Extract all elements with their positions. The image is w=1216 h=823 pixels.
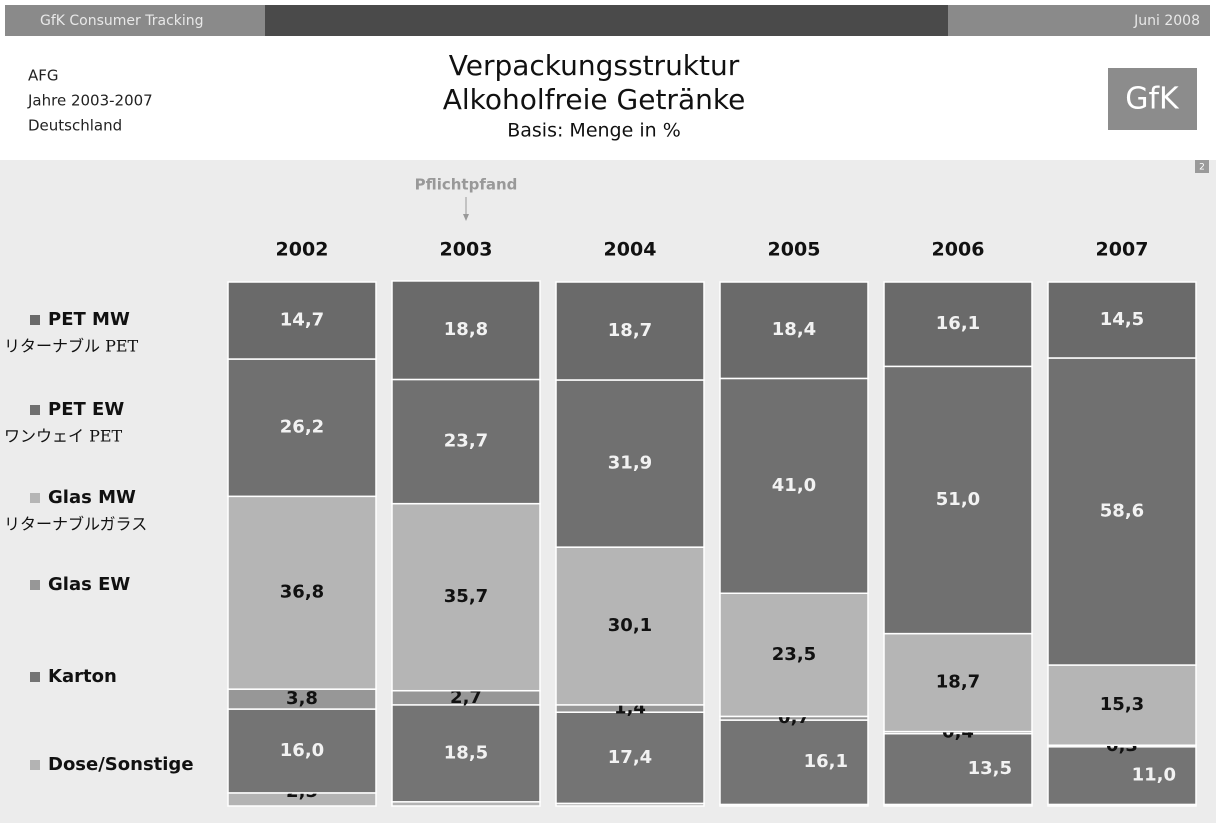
legend-note: ワンウェイ PET	[4, 427, 123, 446]
legend-label: Dose/Sonstige	[48, 754, 194, 775]
bar-segment	[1047, 281, 1197, 359]
bar-segment	[391, 280, 541, 381]
data-label: 18,7	[608, 320, 652, 341]
x-tick-label: 2002	[276, 239, 329, 261]
data-label: 26,2	[280, 417, 324, 438]
data-label: 36,8	[280, 582, 324, 603]
legend-label: Glas MW	[48, 487, 136, 508]
bar-segment	[719, 719, 869, 806]
bar-segment	[391, 378, 541, 505]
bar-segment	[227, 708, 377, 794]
bar-segment	[1047, 664, 1197, 746]
header-right: Juni 2008	[1133, 13, 1200, 29]
x-tick-label: 2005	[768, 239, 821, 261]
data-label: 31,9	[608, 453, 652, 474]
bar-segment	[391, 502, 541, 692]
data-label: 14,5	[1100, 309, 1144, 330]
data-label: 14,7	[280, 310, 324, 331]
x-tick-label: 2006	[932, 239, 985, 261]
bar-segment	[1047, 746, 1197, 806]
bar-segment	[883, 732, 1033, 806]
bar-segment	[1047, 357, 1197, 666]
legend-label: Glas EW	[48, 574, 130, 595]
bar-segment	[555, 546, 705, 706]
chart-subtitle: Basis: Menge in %	[507, 120, 681, 142]
info-line: Jahre 2003-2007	[27, 92, 153, 110]
legend-swatch	[30, 315, 40, 325]
legend-label: PET EW	[48, 399, 124, 420]
chart-title: Alkoholfreie Getränke	[443, 83, 746, 116]
logo: GfK	[1125, 82, 1180, 117]
legend-note: リターナブル PET	[4, 337, 139, 356]
chart-title: Verpackungsstruktur	[449, 49, 740, 82]
header-left: GfK Consumer Tracking	[40, 13, 204, 29]
data-label: 18,7	[936, 672, 980, 693]
legend-swatch	[30, 493, 40, 503]
data-label: 16,0	[280, 740, 324, 761]
bar-segment	[719, 281, 869, 380]
info-line: AFG	[28, 67, 59, 85]
data-label: 17,4	[608, 747, 652, 768]
data-label: 51,0	[936, 489, 980, 510]
data-label: 16,1	[804, 751, 848, 772]
data-label: 18,5	[444, 742, 488, 763]
header-left-box	[5, 5, 265, 36]
legend-swatch	[30, 580, 40, 590]
page-number-box	[1195, 160, 1209, 173]
data-label: 2,7	[450, 687, 482, 708]
bar-segment	[227, 281, 377, 360]
data-label: 13,5	[968, 758, 1012, 779]
data-label: 18,4	[772, 319, 816, 340]
bar-segment	[719, 377, 869, 595]
x-tick-label: 2003	[440, 239, 493, 261]
data-label: 16,1	[936, 313, 980, 334]
bar-segment	[883, 281, 1033, 368]
data-label: 11,0	[1132, 765, 1176, 786]
legend-swatch	[30, 672, 40, 682]
bar-segment	[555, 711, 705, 805]
data-label: 15,3	[1100, 694, 1144, 715]
data-label: 41,0	[772, 475, 816, 496]
bar-segment	[719, 592, 869, 718]
legend-swatch	[30, 760, 40, 770]
logo-box	[1108, 68, 1197, 130]
data-label: 23,7	[444, 431, 488, 452]
bar-segment	[227, 358, 377, 498]
x-tick-label: 2004	[604, 239, 657, 261]
header-right-box	[948, 5, 1210, 36]
page-number: 2	[1199, 163, 1205, 173]
data-label: 30,1	[608, 615, 652, 636]
bar-segment	[391, 704, 541, 803]
data-label: 3,8	[286, 688, 318, 709]
legend-note: リターナブルガラス	[4, 515, 147, 534]
data-label: 58,6	[1100, 501, 1144, 522]
legend-label: Karton	[48, 666, 117, 687]
legend-label: PET MW	[48, 309, 130, 330]
bar-segment	[883, 365, 1033, 635]
annotation: Pflichtpfand	[415, 176, 518, 194]
x-tick-label: 2007	[1096, 239, 1149, 261]
bar-segment	[555, 281, 705, 381]
bar-segment	[883, 632, 1033, 733]
data-label: 23,5	[772, 644, 816, 665]
data-label: 18,8	[444, 319, 488, 340]
bar-segment	[555, 379, 705, 548]
info-line: Deutschland	[28, 117, 122, 135]
legend-swatch	[30, 405, 40, 415]
bar-segment	[227, 495, 377, 690]
data-label: 35,7	[444, 586, 488, 607]
annotation-arrowhead	[463, 214, 469, 221]
